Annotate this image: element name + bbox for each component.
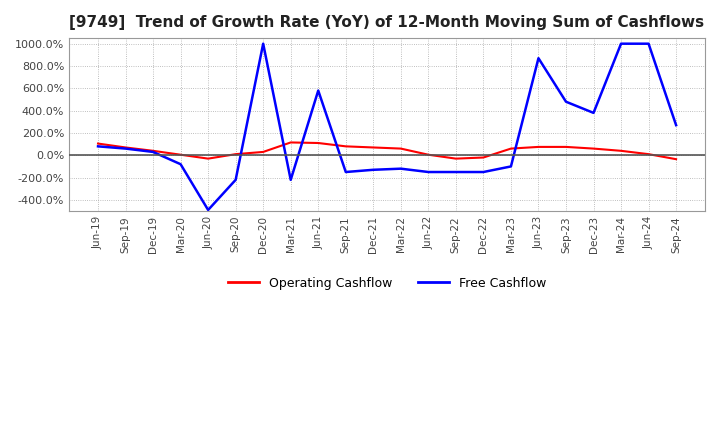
Free Cashflow — [534, 55, 543, 61]
Operating Cashflow — [644, 151, 653, 157]
Free Cashflow — [231, 177, 240, 183]
Legend: Operating Cashflow, Free Cashflow: Operating Cashflow, Free Cashflow — [223, 272, 552, 295]
Free Cashflow — [479, 169, 487, 175]
Operating Cashflow — [479, 155, 487, 160]
Operating Cashflow — [424, 152, 433, 158]
Free Cashflow — [94, 144, 102, 149]
Free Cashflow — [451, 169, 460, 175]
Free Cashflow — [259, 41, 268, 46]
Free Cashflow — [369, 167, 377, 172]
Operating Cashflow — [397, 146, 405, 151]
Operating Cashflow — [204, 156, 212, 161]
Title: [9749]  Trend of Growth Rate (YoY) of 12-Month Moving Sum of Cashflows: [9749] Trend of Growth Rate (YoY) of 12-… — [70, 15, 705, 30]
Operating Cashflow — [617, 148, 626, 154]
Free Cashflow — [562, 99, 570, 104]
Free Cashflow — [589, 110, 598, 116]
Operating Cashflow — [562, 144, 570, 150]
Operating Cashflow — [314, 140, 323, 146]
Operating Cashflow — [341, 144, 350, 149]
Free Cashflow — [672, 122, 680, 128]
Free Cashflow — [424, 169, 433, 175]
Line: Operating Cashflow: Operating Cashflow — [98, 143, 676, 159]
Operating Cashflow — [451, 156, 460, 161]
Free Cashflow — [121, 146, 130, 151]
Operating Cashflow — [672, 157, 680, 162]
Operating Cashflow — [94, 141, 102, 146]
Free Cashflow — [287, 177, 295, 183]
Line: Free Cashflow: Free Cashflow — [98, 44, 676, 210]
Operating Cashflow — [287, 140, 295, 145]
Free Cashflow — [149, 149, 158, 154]
Operating Cashflow — [534, 144, 543, 150]
Operating Cashflow — [259, 149, 268, 154]
Operating Cashflow — [149, 148, 158, 154]
Operating Cashflow — [507, 146, 516, 151]
Free Cashflow — [397, 166, 405, 171]
Operating Cashflow — [589, 146, 598, 151]
Free Cashflow — [176, 161, 185, 167]
Free Cashflow — [341, 169, 350, 175]
Free Cashflow — [644, 41, 653, 46]
Free Cashflow — [507, 164, 516, 169]
Operating Cashflow — [121, 145, 130, 150]
Free Cashflow — [314, 88, 323, 93]
Operating Cashflow — [231, 151, 240, 157]
Free Cashflow — [204, 207, 212, 213]
Free Cashflow — [617, 41, 626, 46]
Operating Cashflow — [176, 152, 185, 158]
Operating Cashflow — [369, 145, 377, 150]
